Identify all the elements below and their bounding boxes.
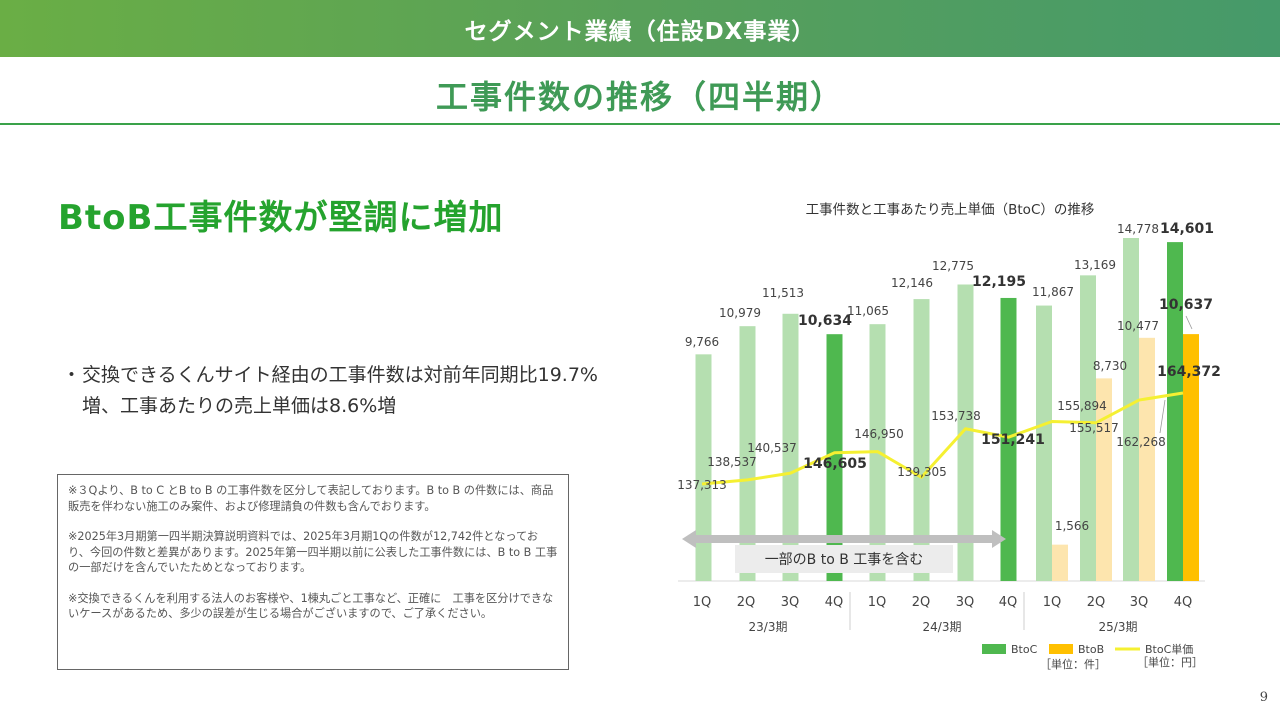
btob-leader-line	[1185, 315, 1193, 330]
btoc-bar-10	[1080, 275, 1096, 581]
btoc-bar-11	[1123, 238, 1139, 581]
btoc-label-4: 10,634	[798, 313, 852, 329]
x-tick-label-7: 3Q	[956, 595, 975, 610]
bullet-text: 交換できるくんサイト経由の工事件数は対前年同期比19.7%増、工事あたりの売上単…	[82, 364, 598, 417]
bar-line-chart: 一部のB to B 工事を含む9,76610,97911,51310,63411…	[677, 221, 1220, 671]
fy-label-2: 24/3期	[923, 620, 962, 634]
x-tick-label-9: 1Q	[1043, 595, 1062, 610]
btoc-label-3: 11,513	[762, 286, 804, 300]
section-header: セグメント業績（住設DX事業）	[0, 0, 1280, 57]
btoc-bar-7	[957, 284, 974, 581]
x-tick-label-10: 2Q	[1087, 595, 1106, 610]
btoc-label-9: 11,867	[1032, 285, 1074, 299]
annotation-label: 一部のB to B 工事を含む	[765, 552, 924, 568]
btoc-bar-4	[826, 334, 843, 581]
x-tick-label-4: 4Q	[825, 595, 844, 610]
btoc-bar-9	[1036, 305, 1052, 581]
price-label-10: 155,517	[1069, 421, 1119, 435]
chart-title: 工事件数と工事あたり売上単価（BtoC）の推移	[805, 202, 1095, 218]
annotation-box	[735, 545, 953, 573]
x-tick-label-11: 3Q	[1130, 595, 1149, 610]
btob-bar-10	[1096, 378, 1112, 581]
fy-label-3: 25/3期	[1099, 620, 1138, 634]
price-label-9: 155,894	[1057, 399, 1107, 413]
headline: BtoB工事件数が堅調に増加	[58, 198, 504, 238]
price-leader-line	[1159, 399, 1166, 434]
btoc-label-5: 11,065	[847, 304, 889, 318]
btob-label-11: 10,477	[1117, 319, 1159, 333]
btob-label-9: 1,566	[1055, 519, 1089, 533]
price-label-1: 137,313	[677, 478, 727, 492]
btoc-bar-3	[782, 313, 799, 581]
btoc-label-6: 12,146	[891, 276, 933, 290]
x-tick-label-12: 4Q	[1174, 595, 1193, 610]
btob-bar-9	[1052, 544, 1068, 581]
x-tick-label-1: 1Q	[693, 595, 712, 610]
unit-price-label: ［単位：円］	[1137, 655, 1203, 669]
btob-label-12: 10,637	[1159, 297, 1213, 313]
btob-bar-11	[1139, 337, 1155, 581]
btoc-bar-2	[739, 326, 756, 581]
title-divider	[0, 123, 1280, 125]
btoc-bar-12	[1167, 242, 1183, 581]
x-tick-label-5: 1Q	[868, 595, 887, 610]
btoc-bar-8	[1000, 297, 1017, 581]
page-title: 工事件数の推移（四半期）	[435, 78, 844, 116]
bullet-marker: ・	[62, 364, 82, 386]
btoc-price-line	[701, 391, 1184, 486]
legend-price-label: BtoC単価	[1145, 642, 1193, 656]
legend-btob-swatch	[1049, 644, 1073, 654]
x-tick-label-8: 4Q	[999, 595, 1018, 610]
price-label-2: 138,537	[707, 455, 757, 469]
price-label-7: 153,738	[931, 409, 981, 423]
btoc-label-7: 12,775	[932, 259, 974, 273]
notes-box: ※３Qより、B to C とB to B の工事件数を区分して表記しております。…	[57, 474, 569, 670]
unit-count-label: ［単位：件］	[1040, 657, 1106, 671]
btoc-label-8: 12,195	[972, 274, 1026, 290]
x-tick-label-6: 2Q	[912, 595, 931, 610]
legend-btoc-label: BtoC	[1011, 643, 1038, 656]
x-tick-label-3: 3Q	[781, 595, 800, 610]
price-label-11: 162,268	[1116, 435, 1166, 449]
price-label-8: 151,241	[981, 432, 1045, 448]
btoc-label-2: 10,979	[719, 306, 761, 320]
btoc-label-10: 13,169	[1074, 258, 1116, 272]
bullet-point: ・ 交換できるくんサイト経由の工事件数は対前年同期比19.7%増、工事あたりの売…	[62, 360, 622, 422]
btoc-label-12: 14,601	[1160, 221, 1214, 237]
annotation-arrow-right-head	[992, 530, 1006, 548]
fy-label-1: 23/3期	[749, 620, 788, 634]
btoc-label-1: 9,766	[685, 335, 719, 349]
price-label-6: 139,305	[897, 465, 947, 479]
page-number: 9	[1259, 690, 1268, 705]
section-title: セグメント業績（住設DX事業）	[464, 18, 816, 45]
price-label-3: 140,537	[747, 441, 797, 455]
btoc-bar-6	[913, 299, 930, 581]
btoc-label-11: 14,778	[1117, 222, 1159, 236]
price-label-4: 146,605	[803, 456, 867, 472]
price-label-12: 164,372	[1157, 364, 1220, 380]
btoc-bar-1	[695, 354, 712, 581]
btob-label-10: 8,730	[1093, 359, 1127, 373]
note-3: ※交換できるくんを利用する法人のお客様や、1棟丸ごと工事など、正確に 工事を区分…	[68, 591, 554, 621]
btob-bar-12	[1183, 334, 1199, 581]
price-label-5: 146,950	[854, 427, 904, 441]
annotation-arrow-left-head	[682, 530, 696, 548]
x-tick-label-2: 2Q	[737, 595, 756, 610]
legend-btob-label: BtoB	[1078, 643, 1104, 656]
note-2: ※2025年3月期第一四半期決算説明資料では、2025年3月期1Qの件数が12,…	[68, 530, 558, 574]
note-1: ※３Qより、B to C とB to B の工事件数を区分して表記しております。…	[68, 484, 554, 513]
legend-btoc-swatch	[982, 644, 1006, 654]
